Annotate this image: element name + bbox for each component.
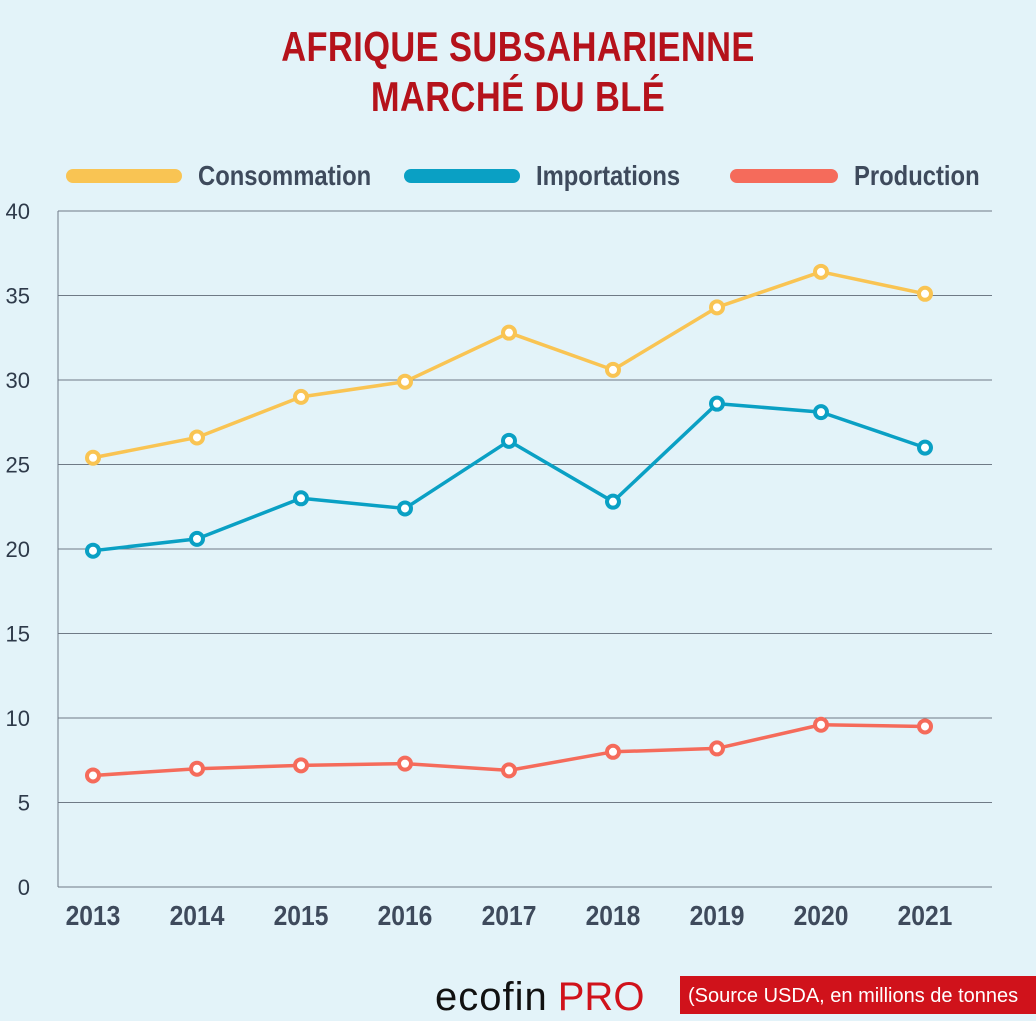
x-tick-label: 2015 <box>274 900 329 932</box>
y-tick-label: 30 <box>6 368 30 393</box>
title-line-1: AFRIQUE SUBSAHARIENNE <box>281 23 755 70</box>
y-tick-label: 35 <box>6 284 30 309</box>
x-tick-label: 2017 <box>482 900 537 932</box>
logo-ecofin: ecofin <box>435 975 548 1019</box>
data-point-importations <box>501 432 517 449</box>
legend-item-production: Production <box>730 160 1002 192</box>
data-point-importations <box>813 404 829 421</box>
data-point-production <box>397 755 413 772</box>
data-point-importations <box>85 542 101 559</box>
x-tick-label: 2016 <box>378 900 433 932</box>
source-note: (Source USDA, en millions de tonnes <box>680 976 1036 1014</box>
x-tick-label: 2013 <box>66 900 121 932</box>
data-point-importations <box>397 500 413 517</box>
title-line-2: MARCHÉ DU BLÉ <box>370 73 666 120</box>
y-tick-label: 0 <box>18 875 30 900</box>
legend-item-importations: Importations <box>404 160 706 192</box>
data-point-consommation <box>85 449 101 466</box>
data-point-consommation <box>605 361 621 378</box>
y-tick-label: 40 <box>6 199 30 224</box>
data-point-production <box>605 743 621 760</box>
data-point-consommation <box>813 263 829 280</box>
data-point-production <box>85 767 101 784</box>
data-point-importations <box>709 395 725 412</box>
x-tick-label: 2019 <box>690 900 745 932</box>
data-point-production <box>501 762 517 779</box>
data-point-importations <box>293 490 309 507</box>
data-point-consommation <box>293 388 309 405</box>
legend-swatch <box>730 169 838 183</box>
data-point-consommation <box>189 429 205 446</box>
logo-pro: PRO <box>557 975 645 1019</box>
legend-label: Importations <box>536 160 681 191</box>
series-line-importations <box>92 401 926 553</box>
logo: ecofin PRO <box>435 975 644 1020</box>
x-tick-label: 2020 <box>794 900 849 932</box>
legend-label: Production <box>854 160 980 191</box>
data-point-production <box>189 760 205 777</box>
data-point-consommation <box>501 324 517 341</box>
legend-label: Consommation <box>198 160 372 191</box>
y-tick-label: 5 <box>18 791 30 816</box>
data-point-production <box>813 716 829 733</box>
y-tick-label: 10 <box>6 706 30 731</box>
chart-title: AFRIQUE SUBSAHARIENNE MARCHÉ DU BLÉ <box>93 22 943 122</box>
legend-item-consommation: Consommation <box>66 160 402 192</box>
legend: Consommation Importations Production <box>0 160 1036 200</box>
data-point-consommation <box>709 299 725 316</box>
data-point-production <box>917 718 933 735</box>
data-point-importations <box>189 530 205 547</box>
y-tick-label: 20 <box>6 537 30 562</box>
legend-swatch <box>404 169 520 183</box>
data-point-importations <box>605 493 621 510</box>
x-tick-label: 2021 <box>898 900 953 932</box>
legend-swatch <box>66 169 182 183</box>
data-point-consommation <box>397 373 413 390</box>
y-tick-label: 25 <box>6 453 30 478</box>
y-tick-label: 15 <box>6 622 30 647</box>
series-line-consommation <box>92 270 926 460</box>
x-tick-label: 2014 <box>170 900 225 932</box>
data-point-production <box>709 740 725 757</box>
data-point-production <box>293 757 309 774</box>
x-tick-label: 2018 <box>586 900 641 932</box>
data-point-importations <box>917 439 933 456</box>
data-point-consommation <box>917 285 933 302</box>
